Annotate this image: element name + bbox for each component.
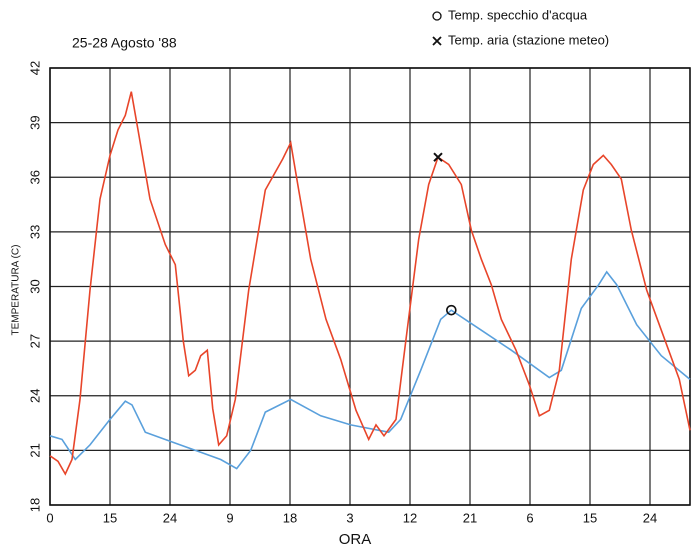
chart-title: 25-28 Agosto '88 bbox=[72, 35, 177, 51]
x-tick-label: 0 bbox=[46, 510, 53, 525]
x-tick-label: 15 bbox=[583, 510, 597, 525]
legend-symbol-circle bbox=[432, 11, 442, 21]
x-axis-label: ORA bbox=[339, 531, 372, 548]
legend-label: Temp. aria (stazione meteo) bbox=[448, 32, 609, 47]
x-tick-label: 12 bbox=[403, 510, 417, 525]
point-marker bbox=[446, 304, 457, 316]
y-tick-label: 21 bbox=[27, 443, 42, 457]
legend-label: Temp. specchio d'acqua bbox=[448, 7, 588, 22]
x-tick-label: 6 bbox=[526, 510, 533, 525]
x-tick-label: 3 bbox=[346, 510, 353, 525]
x-tick-label: 21 bbox=[463, 510, 477, 525]
y-tick-label: 42 bbox=[27, 61, 42, 75]
x-tick-label: 9 bbox=[226, 510, 233, 525]
plot-frame bbox=[49, 67, 691, 506]
legend-symbol-cross bbox=[432, 36, 442, 46]
y-tick-label: 18 bbox=[27, 498, 42, 512]
x-tick-label: 15 bbox=[103, 510, 117, 525]
series-line bbox=[49, 270, 691, 470]
y-tick-label: 30 bbox=[27, 279, 42, 293]
y-tick-label: 36 bbox=[27, 170, 42, 184]
y-tick-label: 27 bbox=[27, 334, 42, 348]
x-tick-label: 18 bbox=[283, 510, 297, 525]
y-tick-label: 24 bbox=[27, 389, 42, 403]
y-tick-label: 39 bbox=[27, 115, 42, 129]
series-line bbox=[49, 91, 691, 476]
x-tick-label: 24 bbox=[643, 510, 657, 525]
point-marker bbox=[433, 152, 443, 162]
y-axis-label: TEMPERATURA (C) bbox=[11, 245, 22, 336]
x-tick-label: 24 bbox=[163, 510, 177, 525]
y-tick-label: 33 bbox=[27, 225, 42, 239]
